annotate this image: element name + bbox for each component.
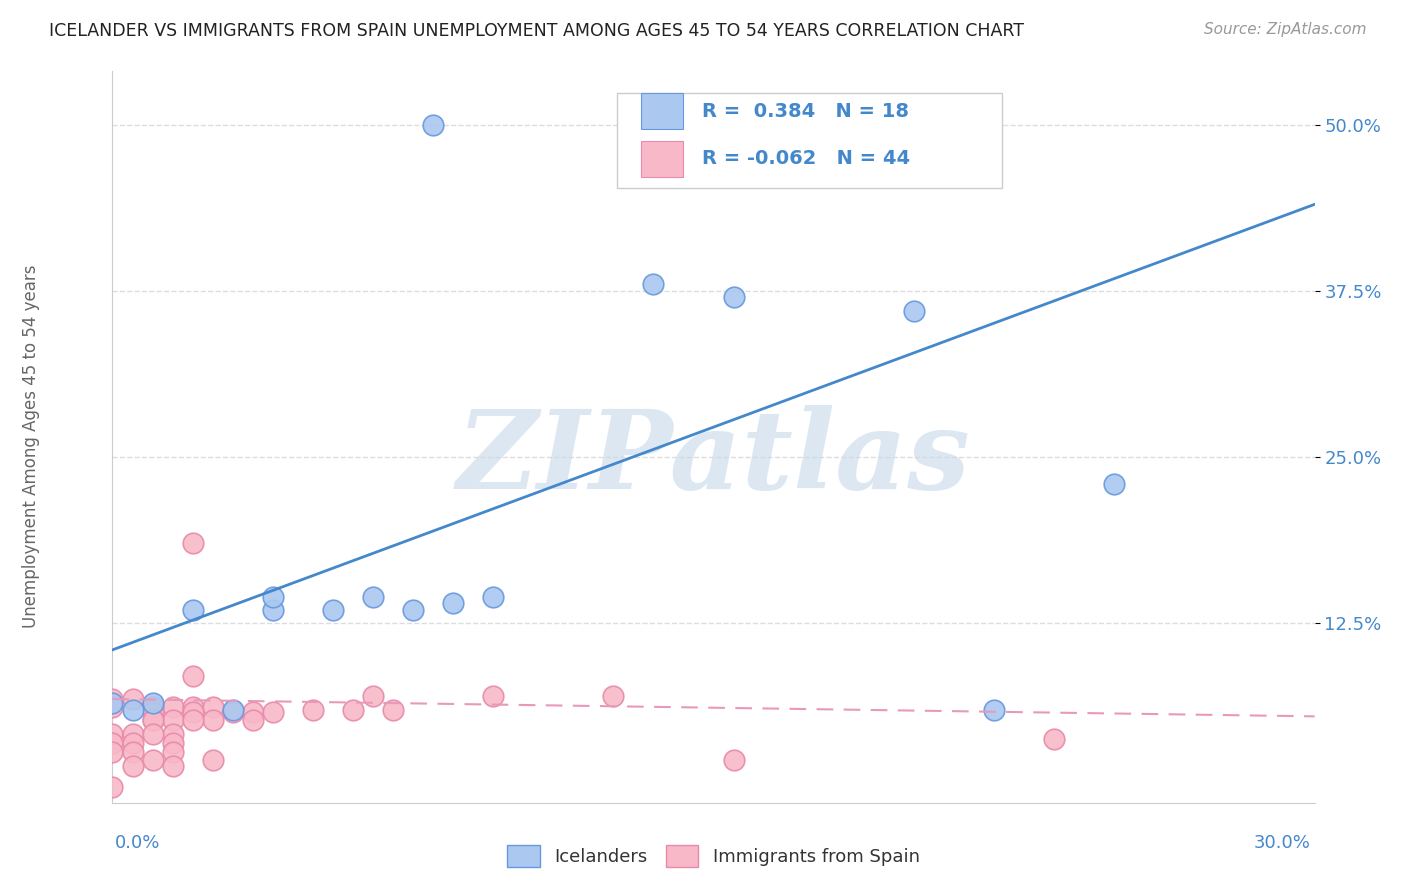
- Point: [181, 706, 204, 720]
- Point: [262, 590, 284, 604]
- Point: [723, 290, 745, 304]
- Point: [141, 714, 163, 728]
- Point: [141, 726, 163, 740]
- Point: [181, 603, 204, 617]
- Point: [242, 714, 264, 728]
- Point: [141, 753, 163, 767]
- FancyBboxPatch shape: [617, 94, 1002, 188]
- Point: [361, 590, 384, 604]
- Point: [141, 714, 163, 728]
- Point: [101, 736, 124, 750]
- Point: [441, 596, 464, 610]
- Point: [201, 753, 224, 767]
- Point: [983, 703, 1005, 717]
- Point: [101, 696, 124, 710]
- Point: [181, 669, 204, 683]
- Point: [141, 696, 163, 710]
- Point: [262, 603, 284, 617]
- Point: [222, 703, 245, 717]
- Point: [162, 714, 184, 728]
- Point: [602, 690, 624, 704]
- Text: R = -0.062   N = 44: R = -0.062 N = 44: [702, 150, 910, 169]
- Text: ZIPatlas: ZIPatlas: [457, 405, 970, 513]
- Point: [121, 692, 143, 706]
- Point: [201, 714, 224, 728]
- Text: 30.0%: 30.0%: [1254, 834, 1310, 852]
- Point: [402, 603, 425, 617]
- Text: ICELANDER VS IMMIGRANTS FROM SPAIN UNEMPLOYMENT AMONG AGES 45 TO 54 YEARS CORREL: ICELANDER VS IMMIGRANTS FROM SPAIN UNEMP…: [49, 22, 1024, 40]
- Point: [162, 726, 184, 740]
- Point: [101, 700, 124, 714]
- Point: [162, 700, 184, 714]
- Point: [162, 758, 184, 772]
- Point: [382, 703, 405, 717]
- Point: [723, 753, 745, 767]
- Point: [482, 690, 505, 704]
- FancyBboxPatch shape: [641, 141, 683, 177]
- Point: [302, 703, 325, 717]
- Point: [482, 590, 505, 604]
- Point: [121, 745, 143, 759]
- Point: [262, 706, 284, 720]
- Point: [121, 758, 143, 772]
- Point: [1043, 731, 1066, 746]
- Point: [121, 736, 143, 750]
- Legend: Icelanders, Immigrants from Spain: Icelanders, Immigrants from Spain: [501, 838, 927, 874]
- Point: [181, 714, 204, 728]
- Point: [322, 603, 344, 617]
- Text: Source: ZipAtlas.com: Source: ZipAtlas.com: [1204, 22, 1367, 37]
- Point: [141, 700, 163, 714]
- Point: [342, 703, 364, 717]
- Point: [121, 726, 143, 740]
- Point: [903, 303, 925, 318]
- Point: [181, 700, 204, 714]
- Point: [201, 700, 224, 714]
- Point: [141, 706, 163, 720]
- Point: [101, 726, 124, 740]
- Point: [162, 736, 184, 750]
- Point: [222, 706, 245, 720]
- Point: [101, 692, 124, 706]
- Point: [422, 118, 444, 132]
- Point: [1102, 476, 1125, 491]
- Point: [121, 703, 143, 717]
- Text: Unemployment Among Ages 45 to 54 years: Unemployment Among Ages 45 to 54 years: [22, 264, 39, 628]
- Text: 0.0%: 0.0%: [115, 834, 160, 852]
- Point: [162, 745, 184, 759]
- Point: [141, 700, 163, 714]
- Text: R =  0.384   N = 18: R = 0.384 N = 18: [702, 102, 908, 121]
- Point: [181, 536, 204, 550]
- Point: [101, 745, 124, 759]
- Point: [242, 706, 264, 720]
- Point: [643, 277, 665, 292]
- FancyBboxPatch shape: [641, 94, 683, 129]
- Point: [101, 780, 124, 794]
- Point: [361, 690, 384, 704]
